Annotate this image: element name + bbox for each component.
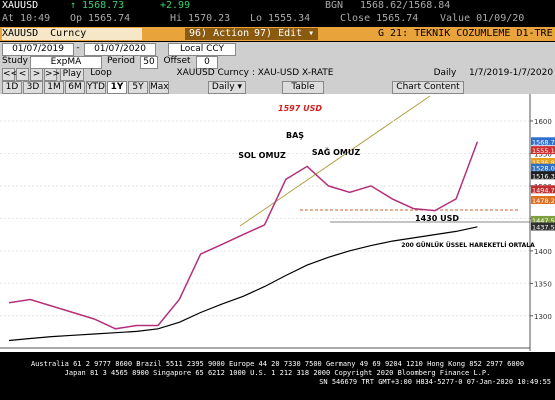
table-button[interactable]: Table — [282, 81, 324, 94]
period-button[interactable]: 3D — [23, 81, 43, 94]
price-tag — [531, 222, 555, 231]
price-tag — [531, 171, 555, 180]
nav-button[interactable]: << — [2, 68, 19, 81]
period-button[interactable]: 1D — [2, 81, 22, 94]
open: Op 1565.74 — [70, 13, 131, 24]
footer: Australia 61 2 9777 8600 Brazil 5511 239… — [0, 360, 555, 387]
frequency: Daily — [433, 68, 457, 78]
date-separator: - — [76, 43, 80, 53]
price-tag — [531, 137, 555, 146]
price-tag-label: 1568.73 — [532, 138, 555, 146]
price-tag — [531, 163, 555, 172]
y-tick-label: 1400 — [534, 248, 552, 256]
y-tick-label: 1300 — [534, 313, 552, 321]
bid-ask: 1568.62/1568.84 — [360, 0, 451, 11]
price-tag-label: 1516.38 — [532, 172, 555, 180]
annotation: BAŞ — [286, 131, 304, 140]
chart-content-button[interactable]: Chart Content — [392, 81, 464, 94]
edit-menu[interactable]: 97) Edit ▾ — [250, 28, 319, 40]
period-button[interactable]: YTD — [86, 81, 106, 94]
last-price: ↑ 1568.73 — [70, 0, 125, 11]
price-tag-label: 1478.29 — [532, 197, 555, 205]
price-line — [8, 141, 479, 330]
footer-line: Australia 61 2 9777 8600 Brazil 5511 239… — [30, 360, 525, 368]
offset-label: Offset — [163, 56, 191, 66]
price-tag-label: 1437.50 — [532, 223, 555, 231]
price-tag — [531, 185, 555, 194]
quote-time: At 10:49 — [2, 13, 51, 24]
price-tag-label: 1528.07 — [532, 165, 555, 173]
currency[interactable]: Local CCY — [168, 43, 236, 56]
annotation: 200 GÜNLÜK ÜSSEL HAREKETLİ ORTALA — [401, 242, 535, 249]
nav-button[interactable]: >> — [44, 68, 61, 81]
bgn-label: BGN — [325, 0, 344, 11]
footer-line: Japan 81 3 4565 8900 Singapore 65 6212 1… — [64, 369, 491, 377]
low: Lo 1555.34 — [250, 13, 311, 24]
high: Hi 1570.23 — [170, 13, 231, 24]
price-tag-label: 1494.79 — [532, 186, 555, 194]
y-tick-label: 1600 — [534, 118, 552, 126]
change: +2.99 — [160, 0, 191, 11]
price-line — [8, 226, 478, 342]
date-range: 1/7/2019-1/7/2020 — [468, 68, 554, 78]
nav-button[interactable]: > — [30, 68, 43, 81]
annotation: 1597 USD — [278, 104, 322, 113]
price-tag — [531, 215, 555, 224]
start-date[interactable]: 01/07/2019 — [2, 43, 74, 56]
price-tag — [531, 196, 555, 205]
close: Close 1565.74 — [340, 13, 419, 24]
price-tag — [531, 146, 555, 155]
loop-checkbox[interactable]: Loop — [90, 68, 112, 78]
period-label: Period — [106, 56, 136, 66]
price-tag-label: 1536.84 — [532, 159, 555, 167]
y-tick-label: 1550 — [534, 150, 552, 158]
period-button[interactable]: 5Y — [128, 81, 148, 94]
chart-background — [0, 94, 555, 352]
period-button[interactable]: 1M — [44, 81, 64, 94]
period-button[interactable]: Max — [149, 81, 169, 94]
page-title: G 21: TEKNIK COZUMLEME D1-TRE — [378, 28, 553, 39]
value-date: Value 01/09/20 — [440, 13, 525, 24]
annotation: SOL OMUZ — [238, 151, 286, 160]
trend-line — [239, 95, 431, 227]
price-tag-label: 1555.14 — [532, 147, 555, 155]
period-button[interactable]: 6M — [65, 81, 85, 94]
annotation: 1430 USD — [415, 214, 459, 223]
play-button[interactable]: Play — [60, 68, 84, 81]
chart: 1300135014001450150015501600FebMarAprMay… — [0, 94, 555, 352]
end-date[interactable]: 01/07/2020 — [84, 43, 156, 56]
security[interactable]: XAUUSD Curncy — [2, 28, 142, 40]
price-tag — [531, 157, 555, 166]
price-tag-label: 1447.58 — [532, 217, 555, 225]
y-tick-label: 1350 — [534, 280, 552, 288]
nav-button[interactable]: < — [16, 68, 29, 81]
period[interactable]: 50 — [140, 56, 158, 69]
study-label: Study — [2, 56, 28, 66]
offset[interactable]: 0 — [196, 56, 218, 69]
ticker: XAUUSD — [2, 0, 39, 11]
period-button[interactable]: 1Y — [107, 81, 127, 94]
annotation: SAĞ OMUZ — [312, 146, 361, 157]
footer-line: SN 546679 TRT GMT+3:00 H834-5277-0 07-Ja… — [319, 378, 551, 386]
description: XAUUSD Curncy : XAU-USD X-RATE — [176, 68, 334, 78]
frequency-menu[interactable]: Daily ▾ — [208, 81, 246, 94]
